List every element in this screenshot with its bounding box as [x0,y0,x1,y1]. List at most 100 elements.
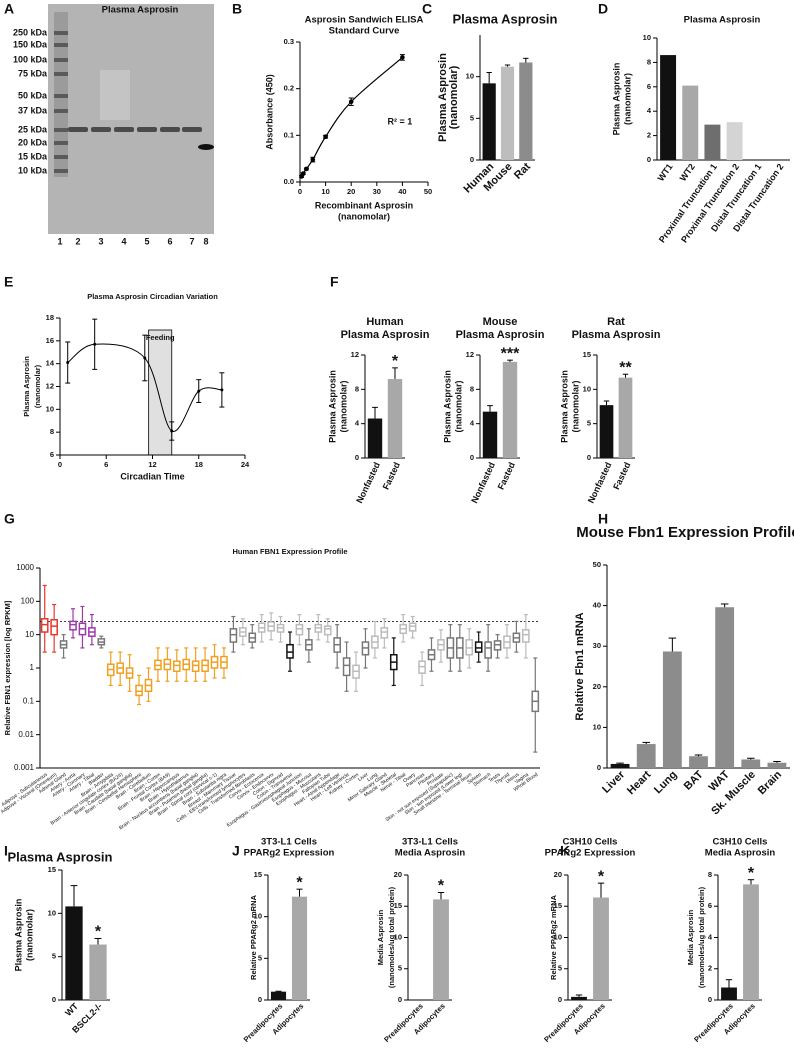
y-tick-label: 10 [593,722,601,731]
x-tick-label: Nonfasted [469,461,497,505]
y-tick-label: 100 [21,596,35,605]
ladder-band [54,58,68,62]
bar [571,996,587,1000]
lane-label: 4 [121,236,126,246]
y-axis-label: Plasma Asprosin [442,370,452,443]
y-tick-label: 0 [558,995,562,1004]
y-axis-label: (nanomolar) [24,909,34,961]
y-tick-label: 10 [46,404,54,413]
x-tick-label: 50 [424,187,432,196]
y-tick-label: 0 [355,453,359,462]
ladder-band [54,155,68,159]
box [135,684,143,697]
y-tick-label: 16 [46,336,54,345]
x-tick-label: 40 [398,187,406,196]
box [50,619,58,636]
y-axis-label: Plasma Asprosin [559,370,569,443]
x-tick-label: 0 [298,187,302,196]
y-tick-label: 40 [593,601,601,610]
x-tick-label: Lung [366,772,379,783]
bar [610,763,630,768]
panel-letter: A [4,1,14,17]
protein-band [68,127,88,132]
y-tick-label: 8 [470,384,474,393]
x-tick-label: WT1 [656,162,675,183]
significance: * [95,924,102,941]
panel-letter: I [4,843,8,859]
x-tick-label: Heart [625,768,654,797]
x-tick-label: 20 [347,187,355,196]
data-point [400,55,405,60]
annotation: R² = 1 [387,116,412,126]
y-tick-label: 0 [587,453,591,462]
x-tick-label: Liver [600,768,628,796]
protein-band [114,127,134,132]
y-tick-label: 2 [647,131,651,140]
data-point [170,429,174,433]
panel-letter: D [598,1,608,17]
chart-title: Mouse [483,316,518,328]
data-point [197,389,201,393]
y-tick-label: 2 [708,964,712,973]
y-tick-label: 5 [470,113,474,122]
panel-letter: C [422,1,432,17]
box [323,625,332,636]
bar [482,411,498,458]
box [40,618,49,633]
box [69,620,77,631]
lane-label: 7 [189,236,194,246]
chart-title: Human [366,316,404,328]
y-tick-label: 18 [46,313,54,322]
y-tick-label: 15 [254,870,262,879]
y-tick-label: 10 [583,384,591,393]
x-axis-label: Recombinant Asprosin [315,200,413,210]
chart-title: Rat [607,316,625,328]
significance: * [438,878,445,895]
panel-letter: B [232,1,242,17]
y-axis-label: (nanomoles/ug total protein) [697,886,706,988]
y-tick-label: 12 [351,350,359,359]
chart-title: 3T3-L1 Cells [261,837,317,848]
y-axis-label: Relative FBN1 expression [log RPKM] [3,600,12,735]
y-tick-label: 20 [554,870,562,879]
y-tick-label: 0.01 [18,730,34,739]
y-axis-label: Media Asprosin [376,909,385,965]
box [522,629,530,643]
y-tick-label: 5 [258,953,262,962]
protein-band [198,144,214,150]
ladder-band [54,169,68,173]
chart-title: Media Asprosin [705,848,776,859]
panel-letter: H [598,511,608,527]
y-tick-label: 30 [593,641,601,650]
bar [519,62,533,160]
ladder-band [54,31,68,35]
bar [433,899,449,1000]
y-tick-label: 8 [355,384,359,393]
lane-label: 5 [144,236,149,246]
y-tick-label: 0.0 [284,177,294,186]
y-tick-label: 0 [470,453,474,462]
chart-title: C3H10 Cells [563,837,618,848]
data-point [220,388,224,392]
x-tick-label: WT2 [678,162,697,183]
x-tick-label: Lung [652,769,679,796]
y-tick-label: 10 [254,912,262,921]
y-tick-label: 0 [597,763,601,772]
y-axis-label: Plasma Asprosin [437,53,449,142]
significance: *** [501,345,520,362]
y-tick-label: 0 [258,995,262,1004]
bar [636,744,656,768]
protein-band [91,127,111,132]
y-tick-label: 0.2 [284,84,294,93]
bar [721,987,737,1000]
y-tick-label: 0 [647,155,651,164]
chart-title: Plasma Asprosin [456,329,545,341]
y-axis-label: Relative PPARg2 mRNA [549,894,558,979]
y-tick-label: 0 [52,995,56,1004]
box [484,641,492,659]
chart-title: PPARg2 Expression [244,848,335,859]
y-tick-label: 0.1 [23,696,35,705]
y-tick-label: 50 [593,560,601,569]
y-tick-label: 5 [558,964,562,973]
size-marker: 25 kDa [18,124,48,134]
